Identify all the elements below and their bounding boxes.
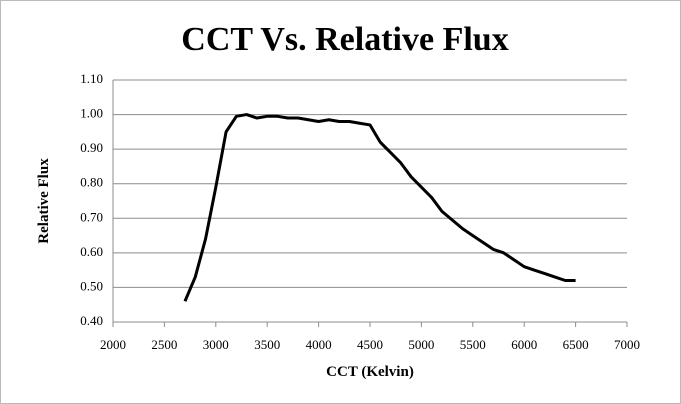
x-tick-label: 4000 [306,337,332,352]
x-tick-label: 3000 [203,337,229,352]
x-tick-label: 4500 [357,337,383,352]
x-tick-label: 2000 [100,337,126,352]
y-tick-label: 0.70 [80,209,103,224]
chart-title: CCT Vs. Relative Flux [181,21,508,58]
y-axis-label: Relative Flux [36,158,52,244]
x-tick-label: 2500 [151,337,177,352]
x-tick-label: 7000 [614,337,640,352]
y-tick-label: 0.60 [80,244,103,259]
y-tick-label: 1.10 [80,71,103,86]
x-axis-label: CCT (Kelvin) [326,364,414,380]
x-tick-label: 3500 [254,337,280,352]
data-line [183,113,576,302]
x-tick-label: 5500 [460,337,486,352]
y-tick-label: 0.50 [80,278,103,293]
y-tick-label: 0.90 [80,140,103,155]
x-tick-label: 6500 [563,337,589,352]
y-tick-label: 0.40 [80,313,103,328]
y-tick-label: 1.00 [80,106,103,121]
x-tick-label: 5000 [408,337,434,352]
y-tick-label: 0.80 [80,175,103,190]
x-tick-label: 6000 [511,337,537,352]
